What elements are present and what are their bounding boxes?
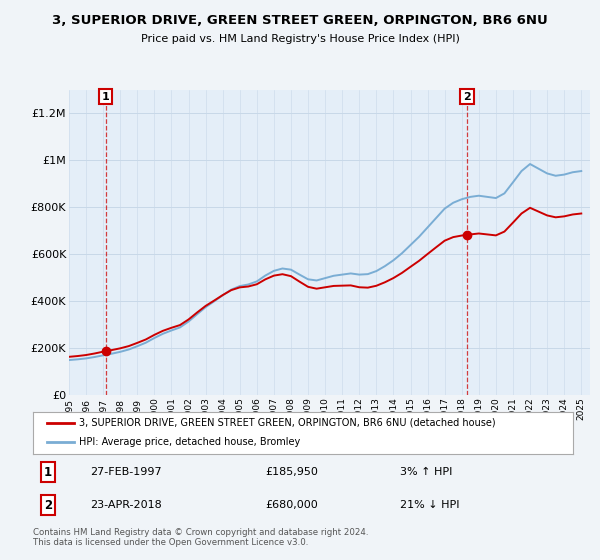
- Text: HPI: Average price, detached house, Bromley: HPI: Average price, detached house, Brom…: [79, 437, 300, 447]
- Text: £185,950: £185,950: [265, 467, 318, 477]
- Text: 3, SUPERIOR DRIVE, GREEN STREET GREEN, ORPINGTON, BR6 6NU: 3, SUPERIOR DRIVE, GREEN STREET GREEN, O…: [52, 14, 548, 27]
- Text: 2: 2: [463, 92, 471, 102]
- Text: 1: 1: [102, 92, 110, 102]
- Text: 3% ↑ HPI: 3% ↑ HPI: [400, 467, 452, 477]
- Text: 23-APR-2018: 23-APR-2018: [90, 500, 161, 510]
- Text: Contains HM Land Registry data © Crown copyright and database right 2024.
This d: Contains HM Land Registry data © Crown c…: [33, 528, 368, 547]
- Text: £680,000: £680,000: [265, 500, 318, 510]
- Text: 1: 1: [44, 465, 52, 479]
- Text: 21% ↓ HPI: 21% ↓ HPI: [400, 500, 460, 510]
- Text: 3, SUPERIOR DRIVE, GREEN STREET GREEN, ORPINGTON, BR6 6NU (detached house): 3, SUPERIOR DRIVE, GREEN STREET GREEN, O…: [79, 418, 496, 428]
- Text: 27-FEB-1997: 27-FEB-1997: [90, 467, 161, 477]
- Text: 2: 2: [44, 498, 52, 512]
- Text: Price paid vs. HM Land Registry's House Price Index (HPI): Price paid vs. HM Land Registry's House …: [140, 34, 460, 44]
